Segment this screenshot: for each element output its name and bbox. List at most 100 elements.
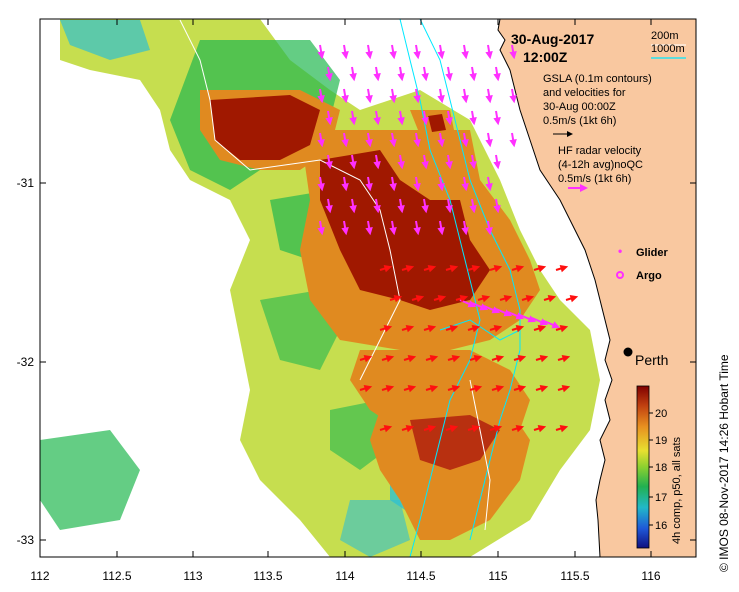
- hf-arrow-head: [437, 226, 445, 236]
- gsla-arrow-head: [495, 384, 505, 393]
- gsla-arrow-head: [363, 354, 373, 363]
- gsla-arrow-head: [407, 354, 417, 363]
- hf-arrow-head: [437, 138, 445, 148]
- hf-arrow-head: [365, 50, 373, 60]
- hf-arrow-head: [445, 72, 453, 82]
- gsla-arrow-head: [429, 384, 439, 393]
- hf-arrow-head: [397, 116, 405, 126]
- gsla-arrow-head: [471, 424, 481, 433]
- gsla-legend-line2: and velocities for: [543, 87, 626, 99]
- gsla-arrow-head: [515, 264, 525, 273]
- gsla-arrow-head: [547, 294, 557, 303]
- hf-arrow-head: [461, 138, 469, 148]
- hf-arrow-head: [445, 160, 453, 170]
- y-tick-label: -31: [17, 176, 35, 190]
- hf-scale-arrow: [568, 184, 588, 192]
- x-tick-label: 114.5: [406, 569, 435, 583]
- hf-arrow-head: [373, 116, 381, 126]
- gsla-arrow-head: [427, 424, 437, 433]
- hf-arrow-head: [373, 204, 381, 214]
- gsla-arrow-head: [437, 294, 447, 303]
- gsla-arrow-head: [493, 424, 503, 433]
- gsla-arrow-head: [393, 294, 403, 303]
- hf-arrow-head: [469, 160, 477, 170]
- hf-arrow-head: [445, 116, 453, 126]
- date-label: 30-Aug-2017: [511, 31, 594, 47]
- gsla-arrow-head: [449, 424, 459, 433]
- hf-arrow-head: [317, 50, 325, 60]
- hf-arrow-head: [389, 226, 397, 236]
- map-area: Perth: [40, 19, 696, 557]
- hf-arrow-head: [349, 204, 357, 214]
- x-tick-label: 112: [30, 569, 49, 583]
- hf-arrow-head: [461, 226, 469, 236]
- gsla-arrow-head: [515, 424, 525, 433]
- hf-arrow-head: [437, 94, 445, 104]
- hf-arrow-head: [349, 160, 357, 170]
- x-tick-label: 113.5: [253, 569, 282, 583]
- hf-arrow-head: [397, 72, 405, 82]
- hf-arrow-head: [493, 72, 501, 82]
- hf-arrow-head: [413, 50, 421, 60]
- hf-legend-line2: (4-12h avg)noQC: [558, 159, 643, 171]
- gsla-arrow-head: [415, 294, 425, 303]
- x-tick-label: 113: [183, 569, 202, 583]
- hf-arrow-head: [509, 50, 517, 60]
- hf-arrow-head: [445, 204, 453, 214]
- hf-arrow-head: [485, 182, 493, 192]
- hf-arrow-head: [437, 50, 445, 60]
- colorbar-ticks: 20 19 18 17 16: [649, 408, 667, 532]
- x-tick-label: 114: [335, 569, 354, 583]
- hf-arrow-head: [421, 116, 429, 126]
- gsla-arrow-head: [569, 294, 579, 303]
- gsla-arrow-head: [561, 384, 571, 393]
- hf-arrow-head: [493, 116, 501, 126]
- gsla-arrow-head: [537, 424, 547, 433]
- hf-arrow-head: [413, 182, 421, 192]
- hf-arrow-head: [469, 204, 477, 214]
- y-tick-label: -32: [17, 355, 35, 369]
- y-tick-label: -33: [17, 533, 35, 547]
- hf-arrow-head: [485, 50, 493, 60]
- gsla-arrow-head: [539, 384, 549, 393]
- hf-arrow-head: [461, 94, 469, 104]
- hf-arrow-head: [509, 138, 517, 148]
- hf-arrow-head: [325, 160, 333, 170]
- hf-arrow-head: [373, 160, 381, 170]
- gsla-arrow-head: [493, 324, 503, 333]
- glider-symbol: •: [618, 244, 622, 258]
- hf-legend-line1: HF radar velocity: [558, 145, 642, 157]
- hf-arrow-head: [325, 72, 333, 82]
- gsla-arrow-head: [517, 354, 527, 363]
- gsla-arrow-head: [525, 294, 535, 303]
- sla-contours: [179, 19, 491, 531]
- contour-1000m-label: 1000m: [651, 43, 685, 55]
- hf-arrow-head: [485, 138, 493, 148]
- gsla-arrow-head: [473, 384, 483, 393]
- hf-arrow-head: [317, 138, 325, 148]
- gsla-arrow-head: [473, 354, 483, 363]
- hf-arrow-head: [365, 226, 373, 236]
- colorbar-tick-label: 16: [655, 520, 667, 532]
- gsla-arrow-head: [405, 424, 415, 433]
- hf-arrow-head: [397, 204, 405, 214]
- colorbar: [636, 385, 650, 549]
- hf-arrow-head: [349, 116, 357, 126]
- hf-arrow-head: [485, 226, 493, 236]
- hf-arrow-head: [493, 204, 501, 214]
- gsla-arrow-head: [471, 324, 481, 333]
- colorbar-label: 4h comp, p50, all sats: [671, 436, 683, 544]
- sst-field: [40, 19, 600, 557]
- hf-arrow-head: [389, 94, 397, 104]
- argo-symbol: [616, 271, 624, 279]
- credit-label: © IMOS 08-Nov-2017 14:26 Hobart Time: [717, 354, 731, 572]
- hf-arrow-head: [389, 138, 397, 148]
- gsla-arrow-head: [407, 384, 417, 393]
- hf-arrow-head: [551, 321, 561, 329]
- hf-arrow-head: [437, 182, 445, 192]
- hf-arrow-head: [469, 116, 477, 126]
- gsla-arrow-head: [537, 264, 547, 273]
- x-tick-label: 112.5: [102, 569, 131, 583]
- gsla-arrow-head: [385, 384, 395, 393]
